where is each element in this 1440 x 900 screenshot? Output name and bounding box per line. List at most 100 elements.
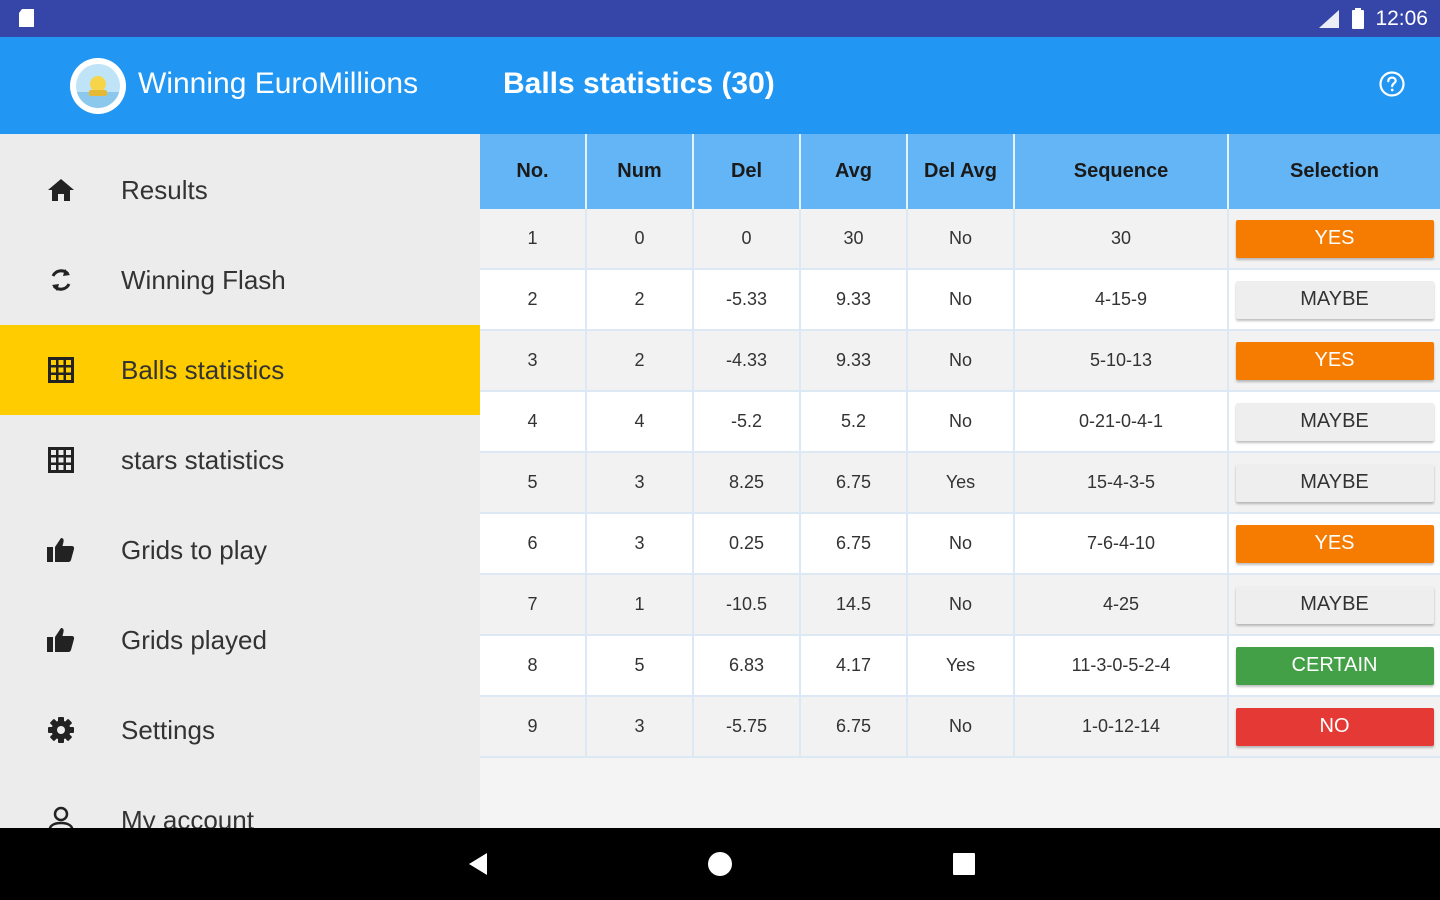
nav-item-grids-to-play[interactable]: Grids to play — [0, 505, 480, 595]
back-icon — [469, 853, 487, 875]
cell-selection: YES — [1229, 514, 1440, 573]
cell-avg: 14.5 — [801, 575, 908, 634]
nav-item-label: Winning Flash — [121, 264, 286, 295]
selection-button[interactable]: MAYBE — [1235, 402, 1434, 441]
cell-num: 4 — [587, 392, 694, 451]
battery-icon — [1352, 7, 1365, 29]
nav-item-winning-flash[interactable]: Winning Flash — [0, 235, 480, 325]
cell-no: 3 — [480, 331, 587, 390]
app-logo — [70, 58, 126, 114]
column-header-no[interactable]: No. — [480, 134, 587, 209]
home-button[interactable] — [704, 848, 736, 880]
nav-item-settings[interactable]: Settings — [0, 685, 480, 775]
cell-selection: NO — [1229, 697, 1440, 756]
back-button[interactable] — [462, 848, 494, 880]
cell-no: 8 — [480, 636, 587, 695]
column-header-avg[interactable]: Avg — [801, 134, 908, 209]
table-row[interactable]: 8 5 6.83 4.17 Yes 11-3-0-5-2-4 CERTAIN — [480, 636, 1440, 697]
table-row[interactable]: 7 1 -10.5 14.5 No 4-25 MAYBE — [480, 575, 1440, 636]
table-row[interactable]: 5 3 8.25 6.75 Yes 15-4-3-5 MAYBE — [480, 453, 1440, 514]
cell-del: -5.75 — [694, 697, 801, 756]
cell-del: 0.25 — [694, 514, 801, 573]
cell-no: 5 — [480, 453, 587, 512]
refresh-icon — [44, 263, 78, 297]
app-bar: Winning EuroMillions Balls statistics (3… — [0, 37, 1440, 134]
cell-num: 2 — [587, 331, 694, 390]
cell-del-avg: No — [908, 514, 1015, 573]
table-row[interactable]: 2 2 -5.33 9.33 No 4-15-9 MAYBE — [480, 270, 1440, 331]
cell-num: 3 — [587, 514, 694, 573]
cell-del-avg: No — [908, 697, 1015, 756]
cell-del-avg: No — [908, 392, 1015, 451]
nav-item-label: Balls statistics — [121, 354, 285, 385]
selection-button[interactable]: YES — [1235, 524, 1434, 563]
cell-del: 8.25 — [694, 453, 801, 512]
nav-item-results[interactable]: Results — [0, 145, 480, 235]
cell-del-avg: Yes — [908, 636, 1015, 695]
nav-item-stars-statistics[interactable]: stars statistics — [0, 415, 480, 505]
selection-button[interactable]: CERTAIN — [1235, 646, 1434, 685]
cell-del-avg: No — [908, 331, 1015, 390]
cell-avg: 6.75 — [801, 514, 908, 573]
cell-selection: MAYBE — [1229, 392, 1440, 451]
home-icon — [44, 173, 78, 207]
selection-button[interactable]: MAYBE — [1235, 280, 1434, 319]
selection-button[interactable]: MAYBE — [1235, 585, 1434, 624]
column-header-sequence[interactable]: Sequence — [1015, 134, 1229, 209]
cell-sequence: 0-21-0-4-1 — [1015, 392, 1229, 451]
cell-avg: 9.33 — [801, 270, 908, 329]
table-row[interactable]: 3 2 -4.33 9.33 No 5-10-13 YES — [480, 331, 1440, 392]
cell-no: 9 — [480, 697, 587, 756]
cell-num: 0 — [587, 209, 694, 268]
help-icon[interactable] — [1378, 70, 1406, 98]
selection-button[interactable]: YES — [1235, 341, 1434, 380]
selection-button[interactable]: MAYBE — [1235, 463, 1434, 502]
table-row[interactable]: 6 3 0.25 6.75 No 7-6-4-10 YES — [480, 514, 1440, 575]
cell-sequence: 5-10-13 — [1015, 331, 1229, 390]
column-header-del-avg[interactable]: Del Avg — [908, 134, 1015, 209]
cell-num: 3 — [587, 697, 694, 756]
nav-item-label: Grids to play — [121, 534, 267, 565]
selection-button[interactable]: NO — [1235, 707, 1434, 746]
nav-item-label: My account — [121, 804, 254, 829]
cell-del: -5.33 — [694, 270, 801, 329]
table-row[interactable]: 9 3 -5.75 6.75 No 1-0-12-14 NO — [480, 697, 1440, 758]
nav-item-label: stars statistics — [121, 444, 285, 475]
table-row[interactable]: 1 0 0 30 No 30 YES — [480, 209, 1440, 270]
cell-avg: 6.75 — [801, 453, 908, 512]
table-row[interactable]: 4 4 -5.2 5.2 No 0-21-0-4-1 MAYBE — [480, 392, 1440, 453]
cell-selection: MAYBE — [1229, 575, 1440, 634]
recents-icon — [953, 853, 975, 875]
cell-selection: YES — [1229, 209, 1440, 268]
cell-selection: CERTAIN — [1229, 636, 1440, 695]
cell-del-avg: Yes — [908, 453, 1015, 512]
cell-del: 6.83 — [694, 636, 801, 695]
cell-avg: 4.17 — [801, 636, 908, 695]
system-navigation-bar — [0, 828, 1440, 900]
cell-selection: YES — [1229, 331, 1440, 390]
cell-del-avg: No — [908, 270, 1015, 329]
page-title: Balls statistics (30) — [503, 67, 775, 100]
cell-sequence: 4-25 — [1015, 575, 1229, 634]
gear-icon — [44, 713, 78, 747]
recents-button[interactable] — [948, 848, 980, 880]
cell-avg: 6.75 — [801, 697, 908, 756]
thumb-up-icon — [44, 533, 78, 567]
signal-icon — [1319, 9, 1340, 28]
nav-item-label: Grids played — [121, 624, 267, 655]
column-header-selection[interactable]: Selection — [1290, 160, 1379, 182]
cell-del-avg: No — [908, 575, 1015, 634]
nav-item-grids-played[interactable]: Grids played — [0, 595, 480, 685]
selection-button[interactable]: YES — [1235, 219, 1434, 258]
nav-item-balls-statistics[interactable]: Balls statistics — [0, 325, 480, 415]
cell-avg: 5.2 — [801, 392, 908, 451]
table-header: No. Num Del Avg Del Avg Sequence Selecti… — [480, 134, 1440, 209]
cell-sequence: 11-3-0-5-2-4 — [1015, 636, 1229, 695]
cell-no: 1 — [480, 209, 587, 268]
nav-item-label: Results — [121, 174, 208, 205]
column-header-del[interactable]: Del — [694, 134, 801, 209]
column-header-num[interactable]: Num — [587, 134, 694, 209]
nav-item-my-account[interactable]: My account — [0, 775, 480, 828]
nav-item-label: Settings — [121, 714, 215, 745]
cell-no: 6 — [480, 514, 587, 573]
